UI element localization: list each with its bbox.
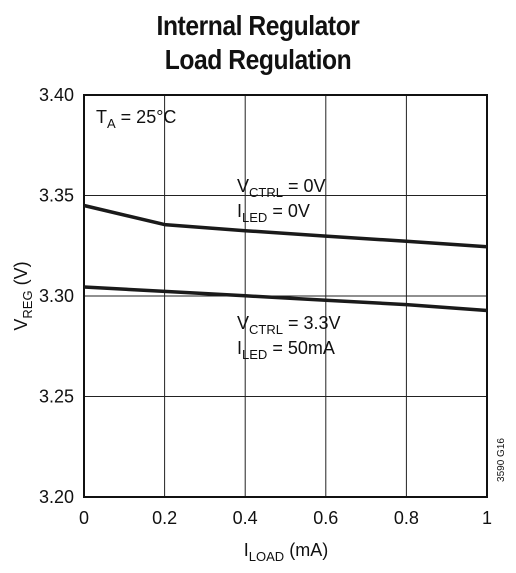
y-tick-label: 3.30 (39, 286, 74, 306)
chart-title-line1: Internal Regulator (156, 10, 360, 41)
y-axis-label-main: V (11, 319, 31, 331)
y-tick-label: 3.40 (39, 85, 74, 105)
x-axis-label: ILOAD (mA) (244, 540, 328, 564)
chart-title-line2: Load Regulation (164, 44, 352, 75)
grid (84, 95, 487, 497)
series-line-2 (83, 285, 488, 313)
y-tick-label: 3.20 (39, 487, 74, 507)
x-axis-label-sub: LOAD (249, 549, 284, 564)
series-2-label-1-main: V (237, 313, 249, 333)
series-1-label-2-sub: LED (242, 210, 267, 225)
x-tick-label: 0.8 (394, 508, 419, 528)
tick-labels: 0 0.2 0.4 0.6 0.8 1 3.20 3.25 3.30 3.35 3.40 (39, 85, 492, 528)
series-1-label-2-main: I (237, 201, 242, 221)
y-axis-label: VREG (V) (11, 261, 35, 330)
series-2-label-1-sub: CTRL (249, 322, 283, 337)
series-1-label-2: ILED = 0V (237, 201, 310, 225)
series-2-label-2-rest: = 50mA (267, 338, 335, 358)
x-axis-label-main: I (244, 540, 249, 560)
plot-frame (83, 94, 488, 498)
series-1-label-1-main: V (237, 176, 249, 196)
series-2-label-2-sub: LED (242, 347, 267, 362)
series-1-label-1-sub: CTRL (249, 185, 283, 200)
y-axis-label-sub: REG (20, 290, 35, 318)
series-1-label-2-rest: = 0V (267, 201, 310, 221)
x-tick-label: 0.4 (233, 508, 258, 528)
series-2-label-2-main: I (237, 338, 242, 358)
condition-label: TA = 25°C (96, 107, 176, 131)
series-2-label-1: VCTRL = 3.3V (237, 313, 341, 337)
y-tick-label: 3.35 (39, 186, 74, 206)
series-line-1 (83, 203, 488, 249)
series-2-label-2: ILED = 50mA (237, 338, 335, 362)
condition-sub: A (107, 116, 116, 131)
x-tick-label: 1 (482, 508, 492, 528)
series-1-label-1: VCTRL = 0V (237, 176, 326, 200)
y-tick-label: 3.25 (39, 387, 74, 407)
condition-rest: = 25°C (116, 107, 177, 127)
x-tick-label: 0.6 (313, 508, 338, 528)
x-tick-label: 0 (79, 508, 89, 528)
x-axis-label-rest: (mA) (284, 540, 328, 560)
series-layer (83, 203, 488, 313)
y-axis-label-rest: (V) (11, 261, 31, 290)
x-tick-label: 0.2 (152, 508, 177, 528)
figure-code: 3590 G16 (496, 438, 507, 482)
condition-main: T (96, 107, 107, 127)
series-2-label-1-rest: = 3.3V (283, 313, 341, 333)
series-1-label-1-rest: = 0V (283, 176, 326, 196)
